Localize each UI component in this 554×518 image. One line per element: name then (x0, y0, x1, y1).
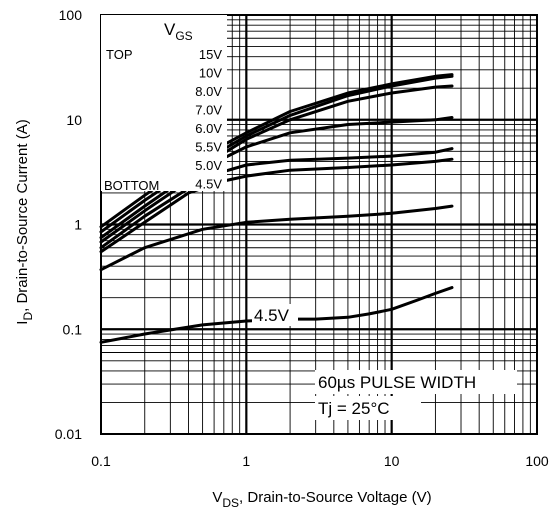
y-tick-label: 1 (74, 217, 82, 233)
y-axis-title: ID, Drain-to-Source Current (A) (14, 119, 35, 324)
tick-labels: 0.1 1 10 100 0.01 0.1 1 10 100 (55, 7, 549, 469)
y-tick-label: 10 (66, 112, 82, 128)
series-line-7-0v (99, 116, 454, 244)
series-line-5-5v (99, 157, 454, 254)
x-tick-label: 10 (384, 453, 400, 469)
legend-top-label: TOP (106, 47, 133, 62)
x-axis-title: VDS, Drain-to-Source Voltage (V) (212, 489, 431, 510)
curve-label-box (252, 304, 298, 326)
pulse-box (315, 370, 517, 394)
tj-annotation: Tj = 25°C (318, 399, 390, 418)
y-tick-label: 0.1 (63, 321, 83, 337)
series-line-5-0v (99, 204, 454, 272)
x-tick-label: 0.1 (91, 453, 111, 469)
curve-label-4-5v: 4.5V (254, 306, 290, 325)
y-tick-label: 0.01 (55, 426, 82, 442)
plot-frame (100, 14, 538, 435)
y-tick-label: 100 (59, 7, 83, 23)
legend-entry: 10V (199, 66, 222, 81)
legend-entry: 15V (199, 47, 222, 62)
legend-entry: 5.5V (195, 140, 222, 155)
x-tick-label: 1 (242, 453, 250, 469)
series-line-6-0v (99, 147, 454, 250)
legend-header: VGS (164, 20, 193, 43)
series-line-4-5v (99, 286, 454, 344)
tj-box (315, 396, 421, 420)
legend-entry: 8.0V (195, 84, 222, 99)
legend-entry: 5.0V (195, 158, 222, 173)
legend-entries: 15V 10V 8.0V 7.0V 6.0V 5.5V 5.0V 4.5V (195, 47, 222, 192)
series-line-8-0v (99, 84, 454, 240)
legend-box (101, 15, 227, 191)
legend-bottom-label: BOTTOM (104, 178, 159, 193)
pulse-annotation: 60µs PULSE WIDTH (318, 373, 476, 392)
legend-entry: 7.0V (195, 103, 222, 118)
x-tick-label: 100 (525, 453, 549, 469)
legend-entry: 6.0V (195, 121, 222, 136)
legend-entry: 4.5V (195, 177, 222, 192)
